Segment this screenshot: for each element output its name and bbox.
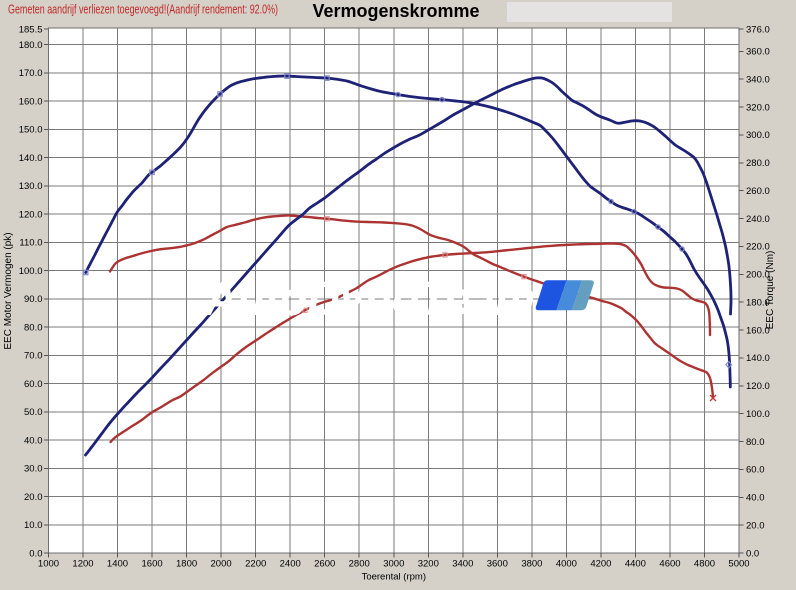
svg-text:260.0: 260.0	[746, 186, 770, 197]
svg-text:160.0: 160.0	[746, 325, 770, 336]
svg-text:1000: 1000	[38, 559, 59, 570]
svg-text:220.0: 220.0	[746, 242, 770, 253]
svg-text:0.0: 0.0	[29, 548, 42, 559]
svg-text:185.5: 185.5	[19, 24, 43, 35]
svg-text:3400: 3400	[452, 559, 473, 570]
svg-text:130.0: 130.0	[19, 181, 43, 192]
svg-text:50.0: 50.0	[24, 407, 43, 418]
svg-text:80.0: 80.0	[24, 322, 43, 333]
svg-text:1400: 1400	[107, 559, 128, 570]
svg-text:60.0: 60.0	[24, 379, 43, 390]
svg-text:2600: 2600	[314, 559, 335, 570]
svg-text:Toerental (rpm): Toerental (rpm)	[362, 572, 426, 583]
svg-text:200.0: 200.0	[746, 270, 770, 281]
svg-text:3000: 3000	[383, 559, 404, 570]
svg-text:Vermogenskromme: Vermogenskromme	[313, 1, 480, 21]
svg-text:240.0: 240.0	[746, 214, 770, 225]
svg-text:40.0: 40.0	[746, 493, 765, 504]
svg-text:EEC Torque (Nm): EEC Torque (Nm)	[765, 251, 776, 330]
svg-text:140.0: 140.0	[746, 353, 770, 364]
svg-text:60.0: 60.0	[746, 465, 765, 476]
svg-text:280.0: 280.0	[746, 158, 770, 169]
svg-text:2800: 2800	[349, 559, 370, 570]
svg-text:1200: 1200	[72, 559, 93, 570]
svg-text:340.0: 340.0	[746, 75, 770, 86]
svg-text:2000: 2000	[211, 559, 232, 570]
svg-text:0.0: 0.0	[746, 548, 759, 559]
svg-text:4400: 4400	[625, 559, 646, 570]
svg-text:3600: 3600	[487, 559, 508, 570]
svg-text:300.0: 300.0	[746, 130, 770, 141]
svg-text:160.0: 160.0	[19, 96, 43, 107]
svg-text:180.0: 180.0	[19, 40, 43, 51]
svg-text:110.0: 110.0	[19, 238, 42, 249]
svg-text:170.0: 170.0	[19, 68, 43, 79]
svg-text:100.0: 100.0	[746, 409, 770, 420]
svg-text:3800: 3800	[521, 559, 542, 570]
svg-text:2200: 2200	[245, 559, 266, 570]
svg-text:1600: 1600	[142, 559, 163, 570]
svg-text:4000: 4000	[556, 559, 577, 570]
svg-text:EEC Motor Vermogen (pk): EEC Motor Vermogen (pk)	[3, 232, 14, 349]
svg-text:4200: 4200	[590, 559, 611, 570]
svg-text:4800: 4800	[694, 559, 715, 570]
svg-text:1800: 1800	[176, 559, 197, 570]
svg-text:20.0: 20.0	[746, 520, 765, 531]
svg-text:4600: 4600	[659, 559, 680, 570]
svg-text:100.0: 100.0	[19, 266, 43, 277]
svg-text:320.0: 320.0	[746, 102, 770, 113]
svg-text:70.0: 70.0	[24, 351, 43, 362]
svg-text:30.0: 30.0	[24, 464, 43, 475]
svg-text:180.0: 180.0	[746, 297, 770, 308]
svg-text:20.0: 20.0	[24, 492, 43, 503]
svg-text:80.0: 80.0	[746, 437, 765, 448]
svg-text:120.0: 120.0	[19, 209, 43, 220]
svg-text:AutoDynoTeam: AutoDynoTeam	[204, 273, 535, 326]
svg-text:360.0: 360.0	[746, 47, 770, 58]
svg-text:10.0: 10.0	[24, 520, 43, 531]
svg-text:150.0: 150.0	[19, 125, 43, 136]
svg-text:3200: 3200	[418, 559, 439, 570]
svg-text:5000: 5000	[728, 559, 749, 570]
svg-text:40.0: 40.0	[24, 435, 43, 446]
svg-text:376.0: 376.0	[746, 24, 770, 35]
svg-text:140.0: 140.0	[19, 153, 43, 164]
svg-text:120.0: 120.0	[746, 381, 770, 392]
svg-text:Gemeten aandrijf verliezen toe: Gemeten aandrijf verliezen toegevoegd!(A…	[8, 2, 278, 17]
svg-text:2400: 2400	[280, 559, 301, 570]
svg-text:90.0: 90.0	[24, 294, 43, 305]
